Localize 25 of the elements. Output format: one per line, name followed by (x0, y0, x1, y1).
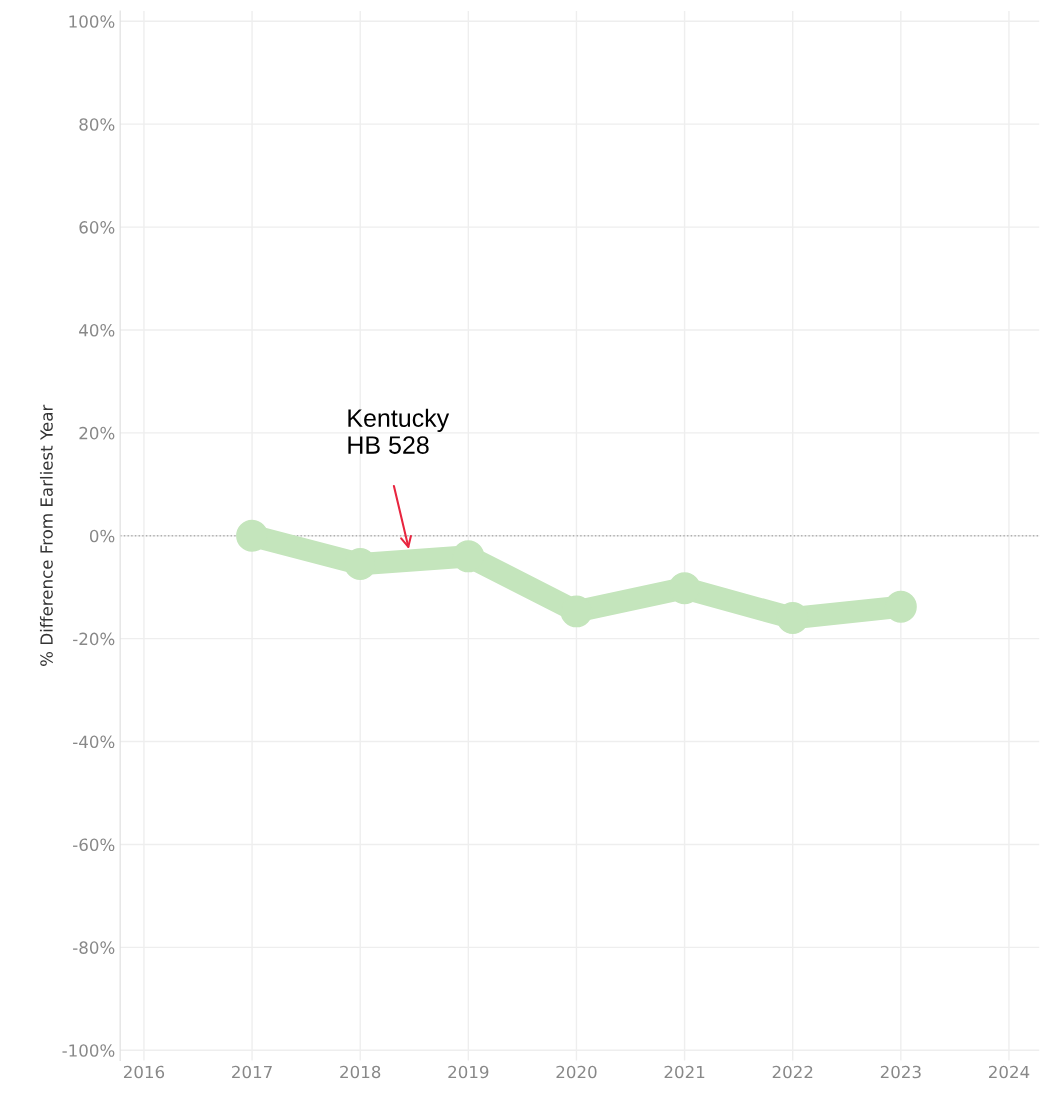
y-tick-label: 0% (89, 529, 115, 543)
annotation: Kentucky HB 528 (348, 408, 450, 454)
y-tick-label: -100% (62, 1044, 115, 1057)
x-tick-label: 2018 (340, 1065, 381, 1079)
y-axis-title: % Difference From Earliest Year (39, 404, 53, 666)
x-tick-label: 2017 (232, 1065, 272, 1079)
y-tick-label: -40% (73, 735, 115, 749)
x-tick-label: 2021 (664, 1065, 705, 1079)
x-tick-label: 2022 (772, 1065, 813, 1079)
x-tick-label: 2024 (988, 1065, 1030, 1079)
y-tick-label: 60% (79, 221, 115, 234)
y-tick-label: 80% (79, 118, 115, 131)
x-tick-label: 2023 (880, 1065, 921, 1079)
point (668, 572, 701, 605)
point (236, 519, 269, 552)
point (560, 595, 593, 628)
y-tick-label: -60% (73, 838, 115, 852)
x-tick-label: 2016 (123, 1065, 165, 1079)
y-tick-label: -20% (73, 632, 115, 646)
y-tick-label: 20% (79, 426, 115, 440)
y-tick-label: 100% (69, 15, 115, 28)
y-tick-label: -80% (73, 941, 115, 954)
x-tick-label: 2020 (556, 1065, 597, 1079)
y-tick-label: 40% (79, 323, 115, 337)
x-tick-label: 2019 (448, 1065, 489, 1079)
